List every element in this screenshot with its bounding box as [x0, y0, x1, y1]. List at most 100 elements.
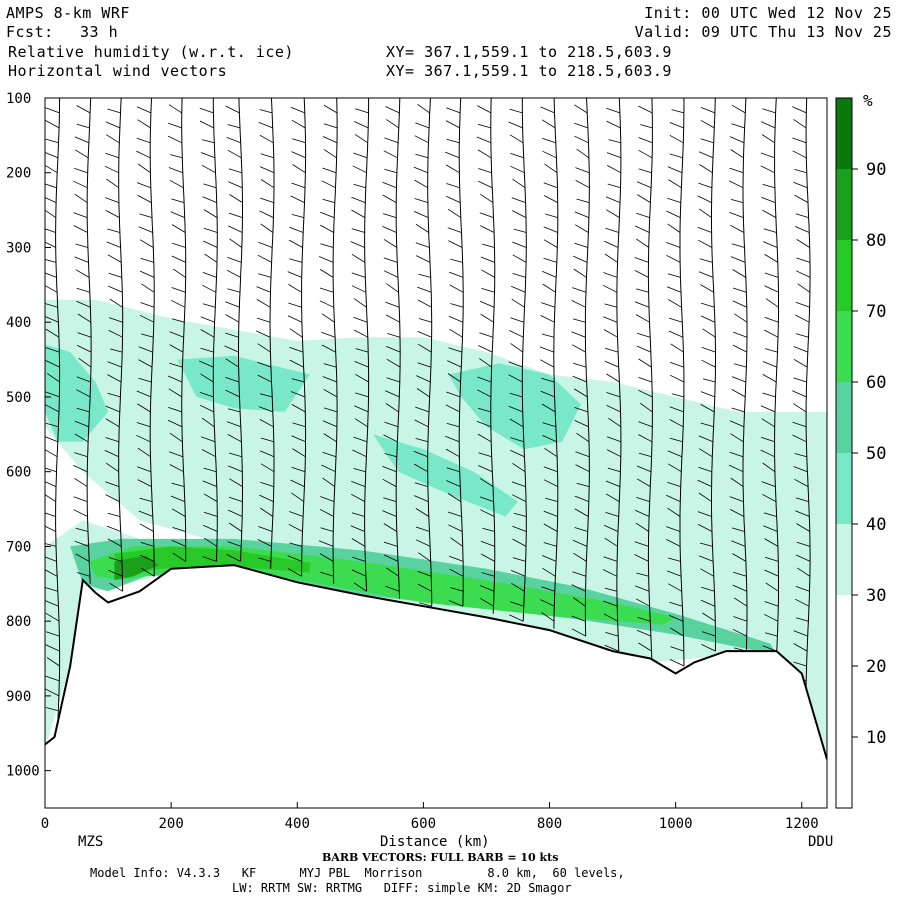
- rh-region-40-50-mid: [177, 355, 310, 412]
- wind-barb: [288, 302, 302, 308]
- wind-barb: [793, 643, 808, 652]
- wind-barb: [257, 254, 272, 263]
- wind-barb: [763, 613, 779, 622]
- wind-barb: [669, 153, 683, 159]
- wind-barb: [512, 210, 527, 218]
- wind-barb-shaft: [86, 98, 92, 584]
- wind-barb: [513, 512, 527, 517]
- wind-barb: [603, 316, 618, 323]
- x-tick-label: 400: [285, 816, 310, 832]
- wind-barb: [75, 269, 90, 278]
- wind-barb: [605, 227, 619, 233]
- left-endpoint-label: MZS: [78, 834, 103, 850]
- wind-barb: [289, 542, 303, 547]
- wind-barb: [448, 600, 464, 607]
- colorbar-label: 10: [866, 728, 886, 748]
- wind-barb: [106, 134, 120, 144]
- wind-barb: [322, 376, 337, 383]
- wind-barb: [385, 585, 400, 592]
- wind-barb: [203, 209, 218, 218]
- wind-barb: [76, 389, 91, 398]
- wind-barb: [383, 541, 398, 547]
- wind-barb: [292, 164, 306, 174]
- wind-barb: [382, 226, 397, 233]
- wind-barb: [730, 509, 745, 517]
- wind-barb: [730, 224, 745, 233]
- wind-barb: [731, 527, 745, 532]
- wind-barb: [384, 137, 399, 144]
- y-tick-label: 700: [6, 539, 31, 555]
- wind-barb: [697, 479, 712, 487]
- barb-vectors-note: BARB VECTORS: FULL BARB = 10 kts: [322, 851, 559, 864]
- wind-barb: [729, 180, 744, 189]
- wind-barb: [490, 98, 492, 99]
- wind-barb: [480, 553, 495, 562]
- wind-barb: [319, 508, 334, 517]
- wind-barb: [226, 137, 241, 144]
- wind-barb: [202, 556, 217, 562]
- wind-barb: [227, 434, 242, 443]
- wind-barb: [605, 196, 621, 203]
- wind-barb: [45, 569, 58, 577]
- wind-barb: [510, 317, 525, 323]
- wind-barb: [289, 346, 304, 353]
- wind-barb: [604, 360, 619, 368]
- wind-barb: [606, 449, 621, 458]
- wind-barb: [666, 526, 681, 532]
- wind-barb: [667, 166, 683, 174]
- wind-barb: [447, 208, 462, 218]
- wind-barb: [168, 388, 183, 398]
- wind-barb: [478, 452, 492, 458]
- right-endpoint-label: DDU: [808, 834, 833, 850]
- wind-barb: [292, 138, 306, 144]
- wind-barb: [291, 214, 305, 218]
- wind-barb: [170, 495, 185, 502]
- wind-barb: [541, 333, 555, 338]
- wind-barb: [764, 316, 779, 323]
- colorbar-label: 30: [866, 586, 886, 606]
- wind-barb: [701, 631, 716, 637]
- wind-barb: [765, 582, 779, 592]
- wind-barb: [46, 657, 60, 667]
- wind-barb: [733, 616, 748, 622]
- wind-barb: [446, 107, 461, 114]
- wind-barb: [385, 567, 399, 577]
- wind-barb: [460, 98, 461, 99]
- wind-barb: [76, 300, 91, 308]
- wind-barb: [604, 537, 618, 547]
- wind-barb: [602, 284, 618, 293]
- wind-barb: [351, 272, 366, 278]
- wind-barb: [415, 406, 430, 413]
- wind-barb: [108, 317, 123, 323]
- wind-barb: [45, 303, 58, 308]
- wind-barb: [794, 478, 809, 487]
- wind-barb: [734, 313, 748, 323]
- wind-barb: [634, 269, 649, 278]
- wind-barb: [666, 494, 681, 502]
- y-tick-label: 600: [6, 465, 31, 481]
- wind-barb: [45, 360, 60, 368]
- wind-barb: [228, 212, 243, 218]
- wind-barb: [289, 258, 303, 263]
- wind-barb: [794, 169, 807, 174]
- wind-barb: [574, 122, 589, 129]
- wind-barb: [698, 151, 714, 159]
- wind-barb: [289, 328, 303, 338]
- wind-barb: [386, 377, 400, 383]
- wind-barb: [105, 210, 120, 218]
- wind-barb-shaft: [805, 98, 811, 689]
- wind-barb: [795, 598, 810, 607]
- colorbar-label: 70: [866, 302, 886, 322]
- wind-barb: [603, 556, 618, 562]
- wind-barb: [730, 477, 744, 487]
- wind-barb: [200, 347, 214, 353]
- wind-barb: [45, 631, 60, 637]
- colorbar-segment: [836, 311, 852, 382]
- wind-barb: [73, 225, 88, 233]
- wind-barb: [638, 358, 652, 368]
- wind-barb: [608, 139, 621, 144]
- wind-barb: [698, 239, 713, 248]
- wind-barb: [322, 198, 335, 203]
- wind-barb: [762, 493, 777, 502]
- wind-barb: [150, 98, 152, 99]
